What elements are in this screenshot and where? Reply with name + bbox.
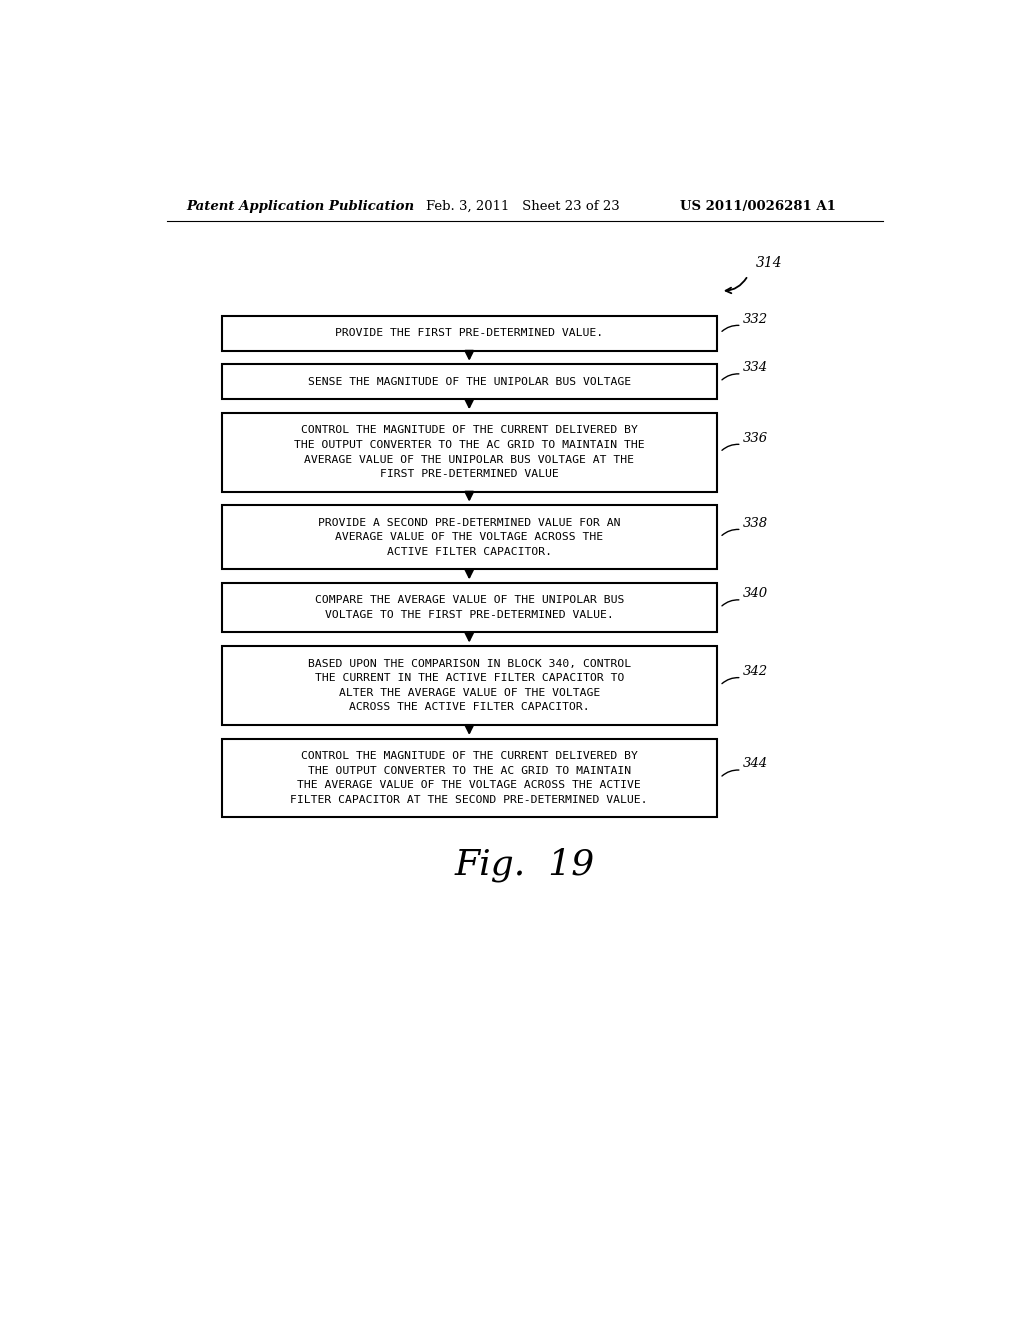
Text: SENSE THE MAGNITUDE OF THE UNIPOLAR BUS VOLTAGE: SENSE THE MAGNITUDE OF THE UNIPOLAR BUS …: [307, 376, 631, 387]
Text: 344: 344: [743, 758, 768, 771]
FancyBboxPatch shape: [221, 364, 717, 399]
Text: THE AVERAGE VALUE OF THE VOLTAGE ACROSS THE ACTIVE: THE AVERAGE VALUE OF THE VOLTAGE ACROSS …: [297, 780, 641, 791]
FancyBboxPatch shape: [221, 413, 717, 491]
Text: THE CURRENT IN THE ACTIVE FILTER CAPACITOR TO: THE CURRENT IN THE ACTIVE FILTER CAPACIT…: [314, 673, 624, 684]
Text: ACROSS THE ACTIVE FILTER CAPACITOR.: ACROSS THE ACTIVE FILTER CAPACITOR.: [349, 702, 590, 713]
Text: Feb. 3, 2011   Sheet 23 of 23: Feb. 3, 2011 Sheet 23 of 23: [426, 199, 620, 213]
Text: CONTROL THE MAGNITUDE OF THE CURRENT DELIVERED BY: CONTROL THE MAGNITUDE OF THE CURRENT DEL…: [301, 751, 638, 762]
Text: ALTER THE AVERAGE VALUE OF THE VOLTAGE: ALTER THE AVERAGE VALUE OF THE VOLTAGE: [339, 688, 600, 698]
Text: COMPARE THE AVERAGE VALUE OF THE UNIPOLAR BUS: COMPARE THE AVERAGE VALUE OF THE UNIPOLA…: [314, 595, 624, 606]
Text: 314: 314: [756, 256, 782, 271]
Text: 334: 334: [743, 362, 768, 374]
Text: US 2011/0026281 A1: US 2011/0026281 A1: [680, 199, 836, 213]
Text: 332: 332: [743, 313, 768, 326]
Text: 342: 342: [743, 665, 768, 678]
Text: AVERAGE VALUE OF THE UNIPOLAR BUS VOLTAGE AT THE: AVERAGE VALUE OF THE UNIPOLAR BUS VOLTAG…: [304, 454, 634, 465]
Text: Patent Application Publication: Patent Application Publication: [186, 199, 415, 213]
FancyBboxPatch shape: [221, 506, 717, 569]
Text: ACTIVE FILTER CAPACITOR.: ACTIVE FILTER CAPACITOR.: [387, 546, 552, 557]
Text: 340: 340: [743, 587, 768, 601]
Text: FILTER CAPACITOR AT THE SECOND PRE-DETERMINED VALUE.: FILTER CAPACITOR AT THE SECOND PRE-DETER…: [291, 795, 648, 805]
Text: THE OUTPUT CONVERTER TO THE AC GRID TO MAINTAIN THE: THE OUTPUT CONVERTER TO THE AC GRID TO M…: [294, 440, 644, 450]
FancyBboxPatch shape: [221, 647, 717, 725]
Text: VOLTAGE TO THE FIRST PRE-DETERMINED VALUE.: VOLTAGE TO THE FIRST PRE-DETERMINED VALU…: [325, 610, 613, 620]
Text: PROVIDE THE FIRST PRE-DETERMINED VALUE.: PROVIDE THE FIRST PRE-DETERMINED VALUE.: [335, 329, 603, 338]
FancyBboxPatch shape: [221, 739, 717, 817]
Text: 338: 338: [743, 516, 768, 529]
Text: Fig.  19: Fig. 19: [455, 847, 595, 882]
Text: BASED UPON THE COMPARISON IN BLOCK 340, CONTROL: BASED UPON THE COMPARISON IN BLOCK 340, …: [307, 659, 631, 669]
FancyBboxPatch shape: [221, 583, 717, 632]
Text: CONTROL THE MAGNITUDE OF THE CURRENT DELIVERED BY: CONTROL THE MAGNITUDE OF THE CURRENT DEL…: [301, 425, 638, 436]
FancyBboxPatch shape: [221, 315, 717, 351]
Text: AVERAGE VALUE OF THE VOLTAGE ACROSS THE: AVERAGE VALUE OF THE VOLTAGE ACROSS THE: [335, 532, 603, 543]
Text: FIRST PRE-DETERMINED VALUE: FIRST PRE-DETERMINED VALUE: [380, 469, 559, 479]
Text: PROVIDE A SECOND PRE-DETERMINED VALUE FOR AN: PROVIDE A SECOND PRE-DETERMINED VALUE FO…: [318, 517, 621, 528]
Text: THE OUTPUT CONVERTER TO THE AC GRID TO MAINTAIN: THE OUTPUT CONVERTER TO THE AC GRID TO M…: [307, 766, 631, 776]
Text: 336: 336: [743, 432, 768, 445]
